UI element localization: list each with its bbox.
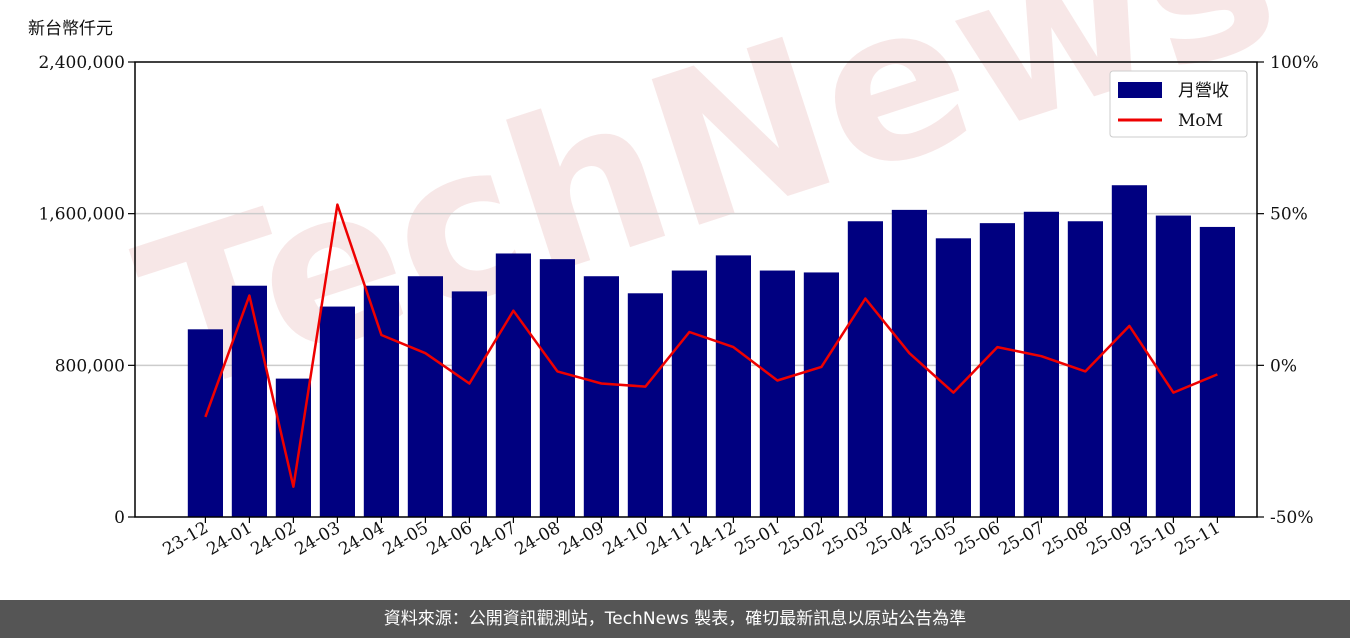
x-tick-label: 24-07 — [467, 518, 519, 560]
bar — [627, 293, 663, 517]
x-tick-label: 25-10 — [1127, 518, 1179, 560]
bar — [979, 223, 1015, 518]
legend-bar-swatch — [1118, 82, 1162, 98]
x-axis: 23-1224-0124-0224-0324-0424-0524-0624-07… — [159, 517, 1224, 560]
y-axis-unit-label: 新台幣仟元 — [28, 19, 113, 39]
x-tick-label: 25-05 — [907, 518, 959, 560]
left-tick-label: 0 — [114, 508, 125, 528]
x-tick-label: 24-01 — [203, 518, 255, 560]
x-tick-label: 25-03 — [819, 518, 871, 560]
bar — [363, 285, 399, 517]
line-series — [204, 203, 1218, 488]
bar — [187, 329, 223, 517]
bar — [1067, 221, 1103, 517]
x-tick-label: 25-04 — [863, 518, 915, 560]
bar — [715, 255, 751, 517]
x-tick-label: 24-04 — [335, 518, 387, 560]
x-tick-label: 24-05 — [379, 518, 431, 560]
left-tick-label: 2,400,000 — [38, 53, 125, 73]
x-tick-label: 24-08 — [511, 518, 563, 560]
mom-line — [204, 203, 1218, 488]
right-tick-label: -50% — [1270, 508, 1314, 528]
bar — [1199, 226, 1235, 517]
right-axis: -50% 0% 50% 100% — [1257, 53, 1319, 528]
right-tick-label: 100% — [1270, 53, 1319, 73]
left-tick-label: 800,000 — [55, 356, 125, 376]
bar — [407, 276, 443, 517]
x-tick-label: 23-12 — [159, 518, 211, 560]
bar — [1023, 211, 1059, 518]
bar — [583, 276, 619, 517]
left-tick-label: 1,600,000 — [38, 205, 125, 225]
x-tick-label: 25-01 — [731, 518, 783, 560]
x-tick-label: 24-09 — [555, 518, 607, 560]
right-tick-label: 0% — [1270, 356, 1297, 376]
source-footer: 資料來源：公開資訊觀測站，TechNews 製表，確切最新訊息以原站公告為準 — [0, 600, 1350, 638]
bar — [1155, 215, 1191, 517]
x-tick-label: 24-11 — [643, 518, 695, 560]
x-tick-label: 25-07 — [995, 518, 1047, 560]
x-tick-label: 25-06 — [951, 518, 1003, 560]
legend-bar-label: 月營收 — [1178, 81, 1229, 101]
bar — [671, 270, 707, 517]
bar — [935, 238, 971, 517]
x-tick-label: 25-02 — [775, 518, 827, 560]
bar — [539, 259, 575, 517]
bar — [319, 306, 355, 517]
x-tick-label: 25-09 — [1083, 518, 1135, 560]
x-tick-label: 25-08 — [1039, 518, 1091, 560]
bar — [759, 270, 795, 517]
x-tick-label: 24-03 — [291, 518, 343, 560]
bar — [803, 272, 839, 517]
bar — [451, 291, 487, 517]
legend-line-label: MoM — [1178, 111, 1223, 131]
bar — [275, 378, 311, 517]
right-tick-label: 50% — [1270, 205, 1308, 225]
plot-frame — [134, 61, 1258, 518]
bar — [495, 253, 531, 517]
x-tick-label: 25-11 — [1171, 518, 1223, 560]
bar-series — [187, 185, 1235, 518]
x-tick-label: 24-10 — [599, 518, 651, 560]
bar — [1111, 185, 1147, 517]
x-tick-label: 24-02 — [247, 518, 299, 560]
legend: 月營收 MoM — [1109, 70, 1248, 138]
x-tick-label: 24-12 — [687, 518, 739, 560]
x-tick-label: 24-06 — [423, 518, 475, 560]
bar — [231, 285, 267, 517]
left-axis: 0 800,000 1,600,000 2,400,000 — [38, 53, 135, 528]
bar — [847, 221, 883, 517]
